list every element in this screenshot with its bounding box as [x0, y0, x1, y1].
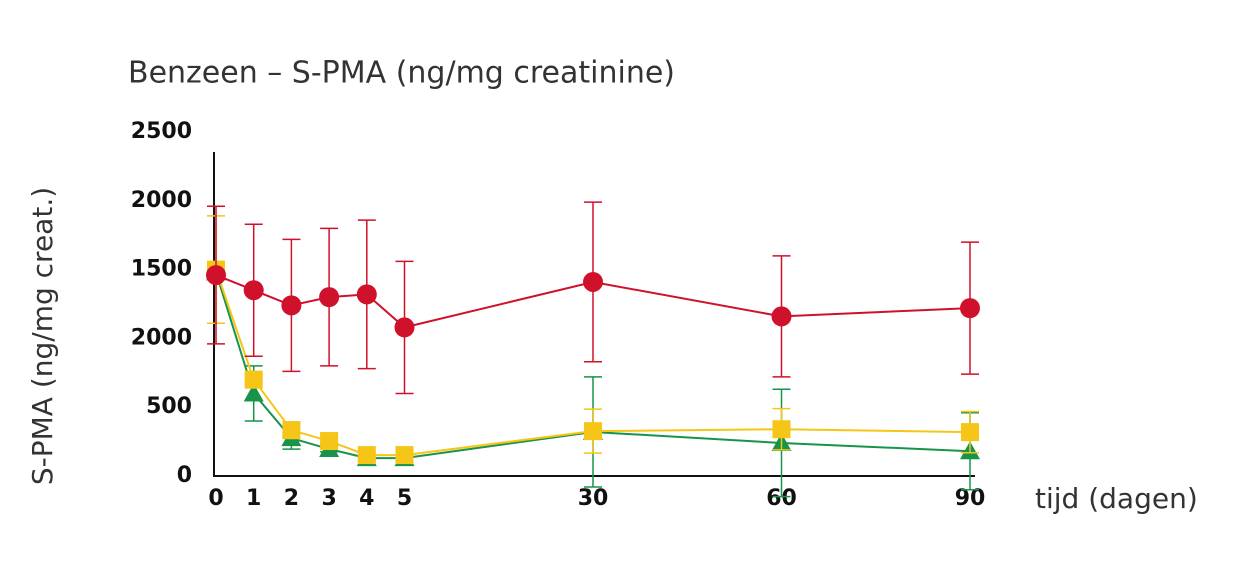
- y-tick-label: 500: [146, 394, 192, 419]
- point: [282, 421, 301, 440]
- x-tick-label: 1: [246, 486, 261, 511]
- x-tick-label: 5: [397, 486, 412, 511]
- point: [320, 432, 339, 451]
- point: [281, 295, 302, 316]
- y-tick-label: 1500: [131, 257, 192, 282]
- x-tick-label: 2: [284, 486, 299, 511]
- chart-title: Benzeen – S-PMA (ng/mg creatinine): [128, 56, 675, 91]
- point: [771, 306, 792, 327]
- point: [584, 422, 602, 441]
- y-tick-label: 2000: [131, 325, 192, 350]
- point: [356, 284, 377, 305]
- x-tick-label: 0: [208, 486, 223, 511]
- y-axis-label: S-PMA (ng/mg creat.): [26, 187, 59, 485]
- y-tick-label: 2500: [131, 119, 192, 144]
- point: [961, 423, 979, 442]
- point: [243, 383, 264, 402]
- y-tick-label: 2000: [131, 188, 192, 213]
- x-tick-label: 30: [578, 486, 609, 511]
- point: [243, 280, 264, 301]
- x-tick-label: 3: [321, 486, 336, 511]
- point: [960, 298, 980, 319]
- point: [772, 420, 791, 439]
- x-tick-label: 4: [359, 486, 374, 511]
- point: [206, 265, 226, 286]
- x-axis-label: tijd (dagen): [1035, 482, 1198, 515]
- point: [319, 287, 340, 308]
- point: [583, 271, 603, 292]
- point: [395, 446, 414, 465]
- y-tick-label: 0: [177, 463, 192, 488]
- point: [357, 446, 376, 465]
- point: [394, 317, 415, 338]
- point: [244, 370, 263, 389]
